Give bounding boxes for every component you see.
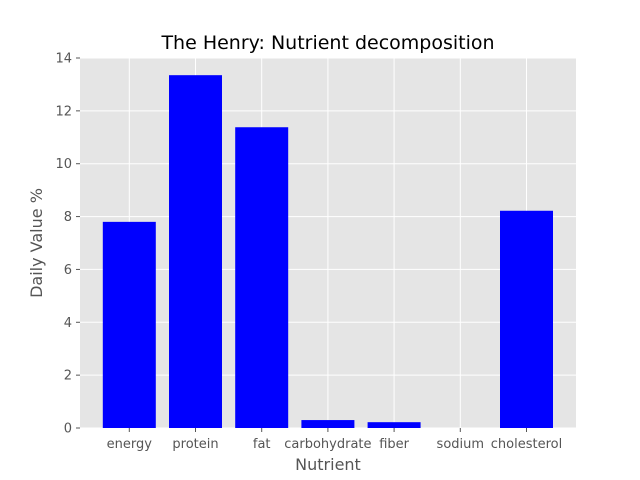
bar-protein — [169, 75, 222, 428]
y-tick-label: 8 — [64, 210, 72, 225]
y-tick-label: 0 — [64, 422, 72, 437]
bar-cholesterol — [500, 210, 553, 428]
bar-fat — [235, 127, 289, 428]
x-tick-label-fiber: fiber — [379, 437, 409, 452]
y-tick-label: 14 — [55, 52, 72, 67]
y-tick-label: 10 — [55, 157, 72, 172]
bar-carbohydrate — [301, 420, 355, 428]
y-tick-label: 6 — [64, 263, 72, 278]
chart-title: The Henry: Nutrient decomposition — [160, 32, 494, 54]
y-tick-label: 12 — [55, 104, 72, 119]
x-tick-label-protein: protein — [172, 437, 218, 452]
x-tick-label-carbohydrate: carbohydrate — [284, 437, 371, 452]
bars — [102, 75, 553, 428]
x-tick-label-sodium: sodium — [437, 437, 485, 452]
x-tick-label-energy: energy — [107, 437, 153, 452]
x-axis-ticks: energy protein fat carbohydrate fiber sodium c… — [107, 428, 562, 452]
x-axis-label: Nutrient — [295, 455, 361, 474]
bar-fiber — [367, 422, 421, 428]
bar-energy — [102, 221, 156, 428]
y-tick-label: 4 — [64, 316, 72, 331]
y-axis-label: Daily Value % — [27, 188, 46, 298]
x-tick-label-cholesterol: cholesterol — [491, 437, 562, 452]
x-tick-label-fat: fat — [253, 437, 271, 452]
y-axis-ticks: 0 2 4 6 8 10 12 14 — [55, 52, 80, 437]
y-tick-label: 2 — [64, 369, 72, 384]
